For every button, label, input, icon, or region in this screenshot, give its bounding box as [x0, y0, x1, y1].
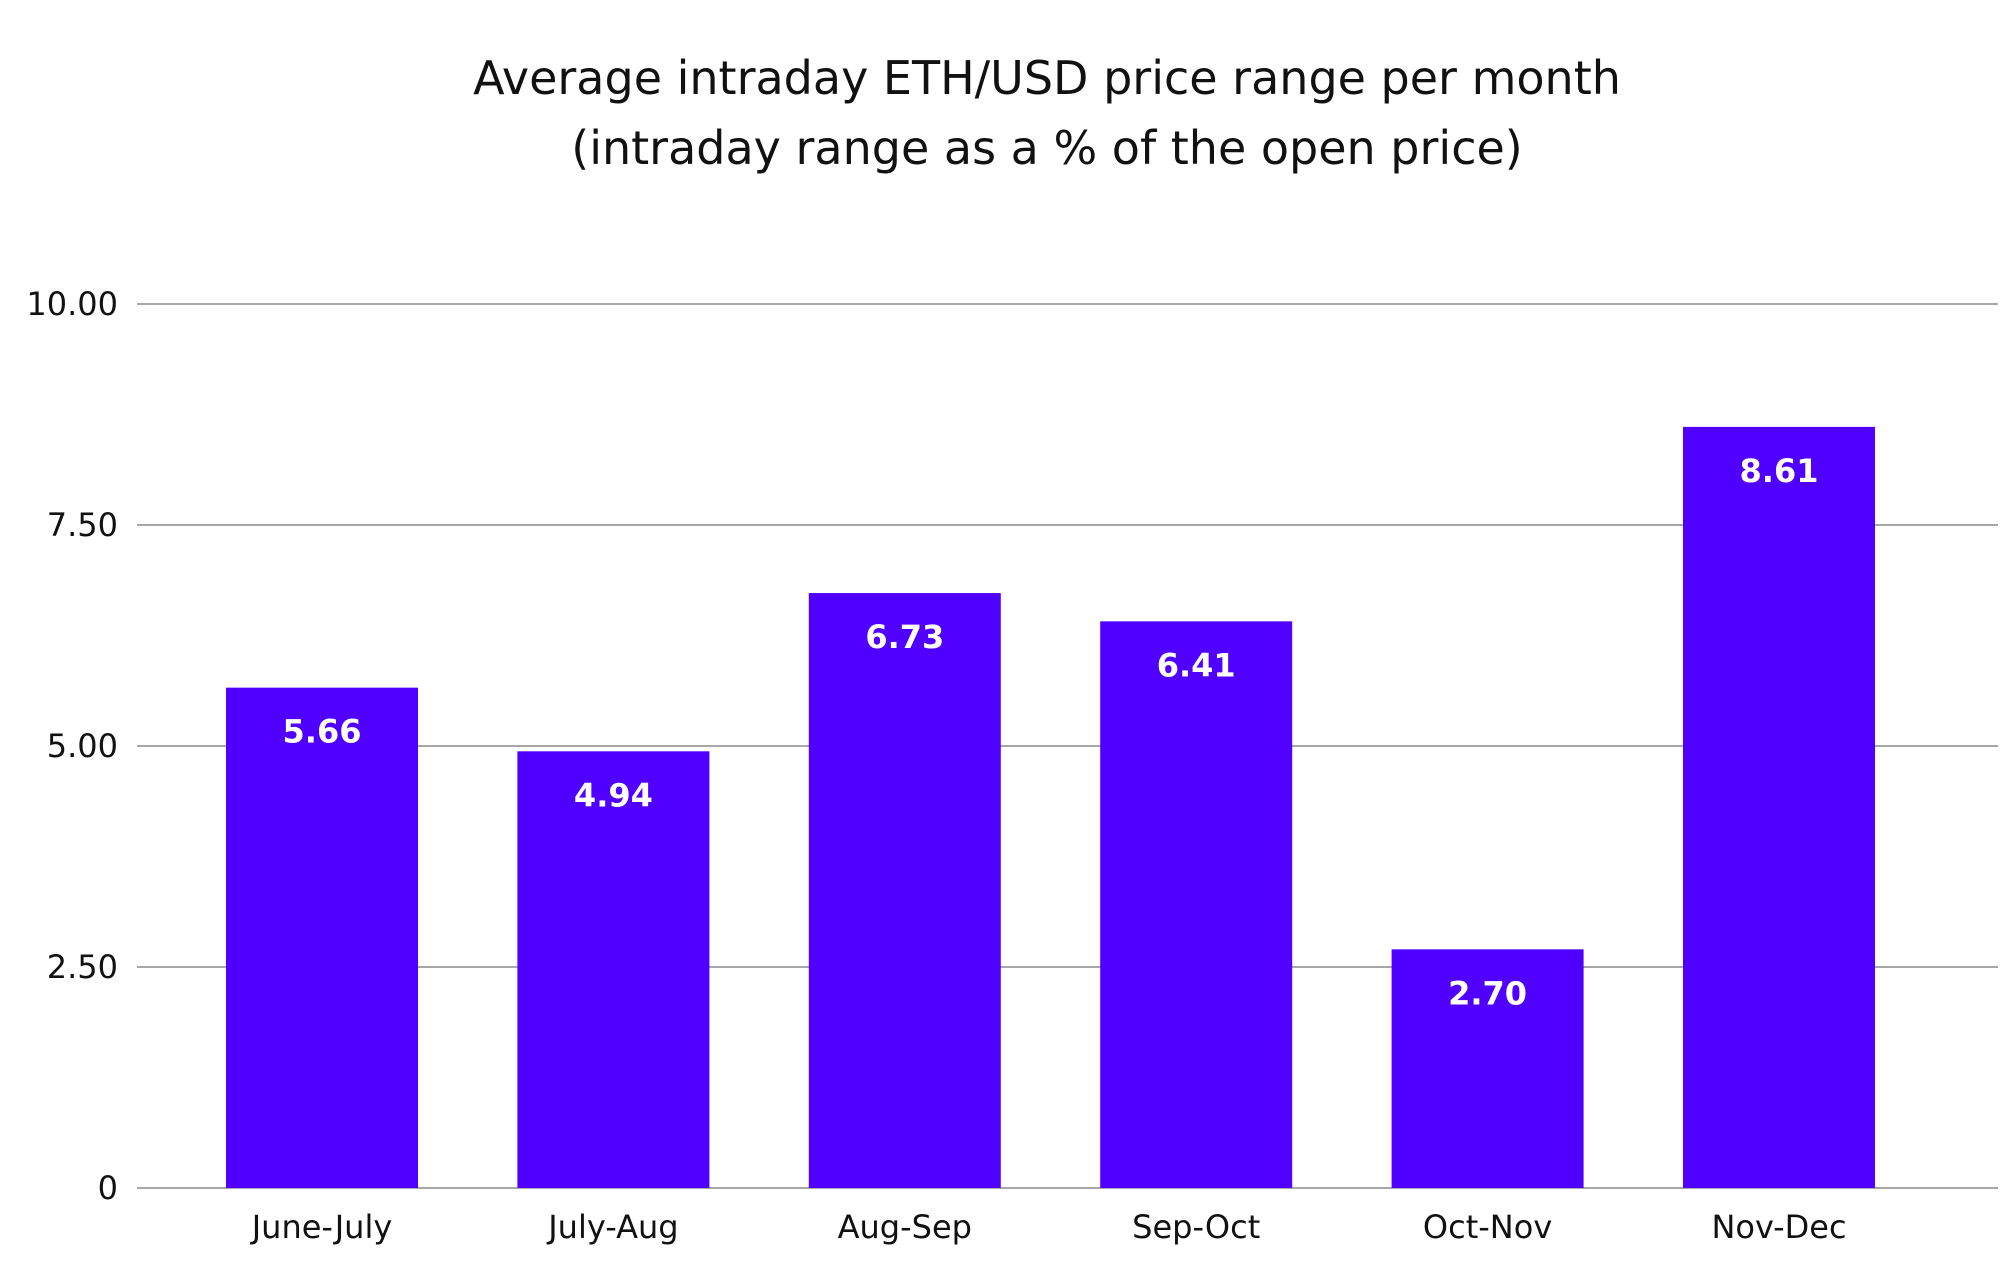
data-label: 4.94: [574, 776, 653, 814]
y-axis-ticks: 0 2.50 5.00 7.50 10.00: [26, 285, 118, 1207]
bar: [1391, 949, 1584, 1188]
x-category-label: Aug-Sep: [838, 1208, 972, 1246]
y-tick-label: 7.50: [47, 506, 118, 544]
y-tick-label: 5.00: [47, 727, 118, 765]
chart-subtitle: (intraday range as a % of the open price…: [571, 121, 1522, 175]
data-label: 5.66: [283, 713, 362, 751]
bar: [1683, 426, 1875, 1189]
data-label: 8.61: [1740, 452, 1819, 490]
bar: [517, 751, 710, 1188]
x-category-label: July-Aug: [546, 1208, 678, 1246]
bars: [226, 426, 1875, 1189]
y-tick-label: 10.00: [26, 285, 118, 323]
data-label: 6.41: [1157, 646, 1236, 684]
y-tick-label: 2.50: [47, 948, 118, 986]
chart-title: Average intraday ETH/USD price range per…: [473, 51, 1621, 105]
x-category-label: Sep-Oct: [1132, 1208, 1260, 1246]
bar: [1100, 621, 1293, 1188]
data-label: 2.70: [1448, 974, 1527, 1012]
x-category-label: Nov-Dec: [1711, 1208, 1846, 1246]
data-label: 6.73: [865, 618, 944, 656]
x-category-label: June-July: [250, 1208, 393, 1246]
bar: [226, 687, 418, 1188]
x-category-label: Oct-Nov: [1423, 1208, 1552, 1246]
x-axis-categories: June-July July-Aug Aug-Sep Sep-Oct Oct-Nov No…: [250, 1208, 1847, 1246]
bar: [808, 593, 1001, 1188]
y-tick-label: 0: [98, 1169, 118, 1207]
data-labels: 5.66 4.94 6.73 6.41 2.70 8.61: [283, 452, 1819, 1012]
